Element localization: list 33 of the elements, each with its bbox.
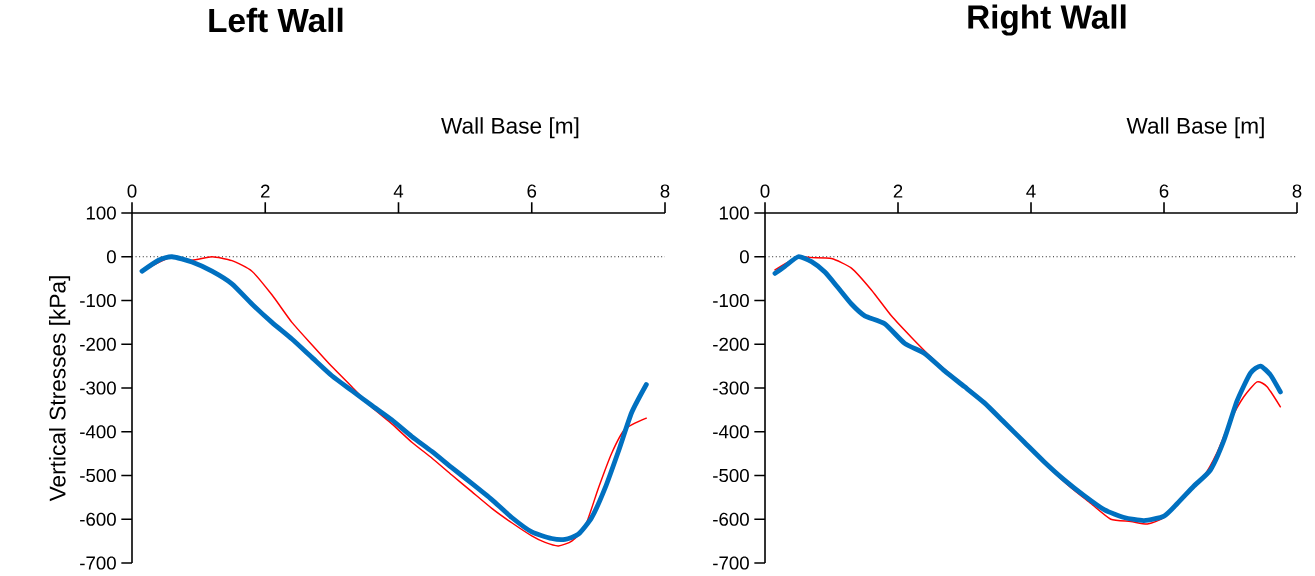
y-tick-label: -100 — [80, 293, 116, 308]
y-tick-label: -700 — [80, 556, 116, 570]
y-tick-label: -300 — [713, 381, 749, 395]
y-tick-label: -600 — [80, 512, 116, 526]
y-tick-label: -300 — [80, 381, 116, 395]
y-tick-label: -200 — [713, 337, 749, 351]
x-tick-label: 0 — [127, 184, 137, 198]
x-axis-title: Wall Base [m] — [1126, 117, 1264, 139]
y-tick-label: 100 — [719, 206, 749, 220]
y-tick-label: -400 — [80, 425, 116, 439]
y-tick-label: 0 — [106, 250, 116, 264]
x-tick-label: 2 — [261, 184, 270, 198]
x-tick-label: 6 — [527, 184, 537, 198]
y-tick-label: -100 — [713, 293, 749, 308]
chart-title: Left Wall — [209, 7, 343, 33]
y-tick-label: -600 — [713, 512, 749, 526]
x-tick-label: 6 — [1159, 184, 1169, 198]
y-tick-label: -700 — [713, 556, 749, 570]
x-tick-label: 4 — [1026, 184, 1036, 198]
y-tick-label: -500 — [80, 468, 116, 483]
x-tick-label: 4 — [393, 184, 404, 198]
chart-title: Right Wall — [968, 4, 1126, 36]
x-tick-label: 2 — [893, 184, 903, 198]
y-tick-label: 0 — [739, 250, 749, 264]
y-tick-label: 100 — [86, 206, 116, 220]
x-tick-label: 8 — [660, 184, 670, 198]
y-tick-label: -500 — [713, 468, 749, 483]
x-tick-label: 8 — [1292, 184, 1302, 198]
x-axis-title: Wall Base [m] — [441, 117, 579, 139]
x-tick-label: 0 — [760, 184, 770, 198]
y-tick-label: -200 — [80, 337, 116, 351]
y-axis-title: Vertical Stresses [kPa] — [48, 276, 71, 502]
y-tick-label: -400 — [713, 425, 749, 439]
